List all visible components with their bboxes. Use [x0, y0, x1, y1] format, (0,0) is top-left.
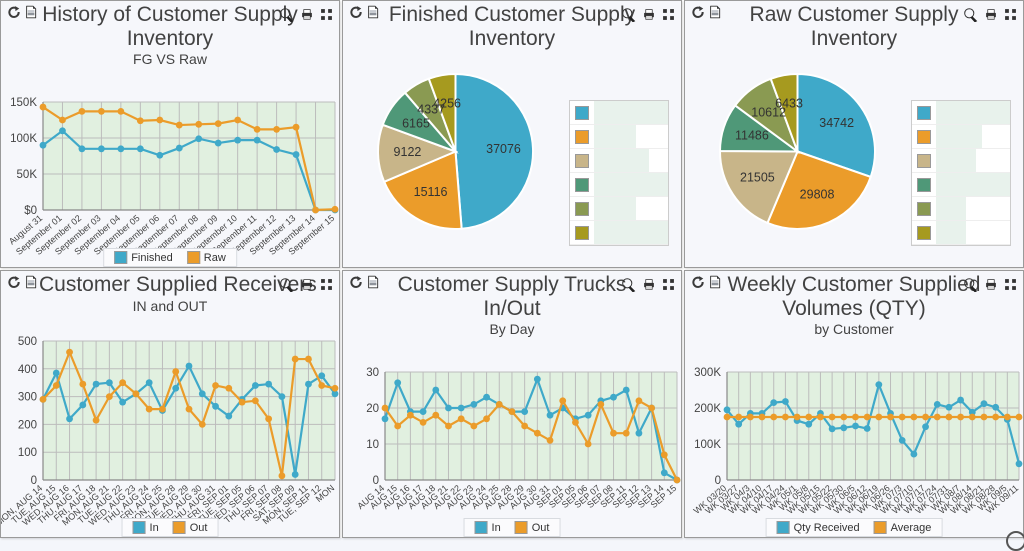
svg-text:34742: 34742	[819, 116, 854, 130]
svg-text:100K: 100K	[694, 439, 721, 451]
svg-text:300K: 300K	[694, 367, 721, 379]
svg-text:11486: 11486	[735, 129, 769, 143]
svg-text:500: 500	[18, 336, 37, 348]
svg-text:30: 30	[366, 367, 379, 379]
svg-text:10: 10	[366, 439, 379, 451]
svg-text:4256: 4256	[433, 96, 461, 110]
svg-text:100K: 100K	[10, 133, 37, 145]
svg-text:150K: 150K	[10, 97, 37, 109]
svg-text:100: 100	[18, 447, 37, 459]
svg-text:6165: 6165	[402, 116, 430, 130]
svg-text:37076: 37076	[486, 142, 521, 156]
svg-text:20: 20	[366, 403, 379, 415]
svg-text:50K: 50K	[17, 169, 38, 181]
svg-text:200: 200	[18, 419, 37, 431]
svg-text:6433: 6433	[775, 96, 803, 110]
svg-text:300: 300	[18, 392, 37, 404]
svg-text:15116: 15116	[414, 185, 448, 199]
svg-text:400: 400	[18, 364, 37, 376]
svg-text:21505: 21505	[740, 170, 775, 184]
svg-text:200K: 200K	[694, 403, 721, 415]
svg-text:9122: 9122	[394, 145, 422, 159]
svg-text:29808: 29808	[800, 188, 835, 202]
